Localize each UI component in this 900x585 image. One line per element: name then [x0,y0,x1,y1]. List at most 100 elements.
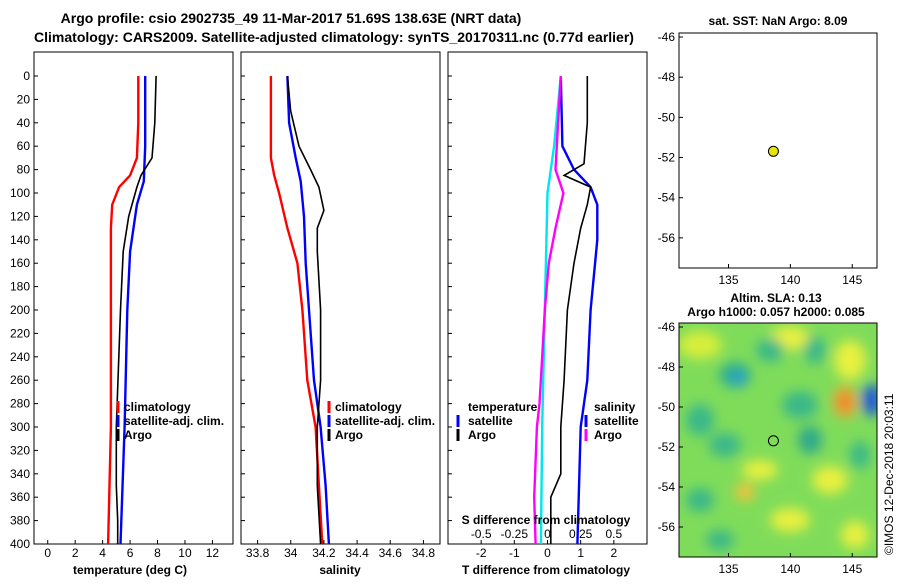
legend-t-argo-label: Argo [468,428,496,442]
x-tick-label: 8 [154,546,161,560]
x2-tick-label: 0.25 [569,527,593,541]
difference-x2label: S difference from climatology [462,513,631,527]
difference-panel-frame [447,51,648,545]
map-lat-label: -56 [658,520,676,534]
imos-watermark: ©IMOS 12-Dec-2018 20:03:11 [882,393,896,555]
legend-climatology-label: climatology [335,400,402,414]
depth-tick-label: 0 [23,69,30,83]
temperature-y-ticks: 0 20 40 60 80 100 120 140 160 180 200 220 240 260 280 3… [10,69,452,551]
map-lat-label: -46 [658,320,676,334]
x-tick-label: 34.4 [345,546,369,560]
map-lat-label: -52 [658,440,676,454]
sla-map-y-ticks: -46 -48 -50 -52 -54 -56 [658,320,683,534]
x2-tick-label: 0 [544,527,551,541]
depth-tick-label: 120 [10,209,30,223]
x-tick-label: 34.6 [379,546,403,560]
sla-map-frame [678,322,878,558]
legend-argo-label: Argo [124,428,152,442]
sla-map-title-line1: Altim. SLA: 0.13 [730,291,822,305]
map-lat-label: -52 [658,151,676,165]
sla-map-panel: Altim. SLA: 0.13 Argo h1000: 0.057 h2000… [658,291,878,576]
depth-tick-label: 200 [10,303,30,317]
sst-map-title: sat. SST: NaN Argo: 8.09 [709,14,848,28]
series-climatology-line [269,76,324,545]
salinity-x-ticks: 33.8 34 34.2 34.4 34.6 34.8 [246,540,435,560]
salinity-legend: climatology satellite-adj. clim. Argo [327,400,435,442]
depth-tick-label: 320 [10,443,30,457]
map-lat-label: -46 [658,30,676,44]
map-lon-label: 145 [842,562,862,576]
depth-tick-label: 280 [10,397,30,411]
depth-tick-label: 400 [10,537,30,551]
difference-x2-ticks: -0.5 -0.25 0 0.25 0.5 [471,527,623,541]
salinity-curves [269,75,331,545]
salinity-panel-frame [240,51,441,545]
depth-tick-label: 220 [10,326,30,340]
map-lat-label: -50 [658,400,676,414]
salinity-xlabel: salinity [319,563,361,577]
depth-tick-label: 180 [10,280,30,294]
difference-x-ticks: -2 -1 0 1 2 [476,540,617,560]
figure-title-line2: Climatology: CARS2009. Satellite-adjuste… [34,29,634,45]
x-tick-label: 0 [44,546,51,560]
series-s-satellite-line [539,75,562,545]
temperature-curves [106,75,157,545]
legend-s-satellite-label: satellite [594,414,639,428]
depth-tick-label: 20 [17,92,31,106]
x-tick-label: 33.8 [246,546,270,560]
difference-xlabel: T difference from climatology [462,563,630,577]
map-lon-label: 140 [780,562,800,576]
sst-map-y-ticks: -46 -48 -50 -52 -54 -56 [658,30,683,245]
x2-tick-label: -0.25 [501,527,529,541]
depth-tick-label: 240 [10,350,30,364]
legend-argo-label: Argo [335,428,363,442]
x-tick-label: 1 [577,546,584,560]
map-lon-label: 140 [780,273,800,287]
map-lon-label: 135 [718,562,738,576]
x-tick-label: 34.2 [312,546,336,560]
x-tick-label: 2 [72,546,79,560]
difference-salinity-legend: salinity satellite Argo [584,400,639,442]
depth-tick-label: 380 [10,514,30,528]
x-tick-label: 10 [178,546,192,560]
series-t-satellite-line [559,75,599,545]
difference-temperature-legend: temperature satellite Argo [456,400,538,442]
legend-climatology-label: climatology [124,400,191,414]
temperature-panel: 0204060801001201401601802002202402602803… [10,51,452,577]
map-lat-label: -56 [658,231,676,245]
x-tick-label: -1 [509,546,520,560]
map-lat-label: -50 [658,110,676,124]
depth-tick-label: 100 [10,186,30,200]
x-tick-label: 0 [544,546,551,560]
figure-title-line1: Argo profile: csio 2902735_49 11-Mar-201… [61,10,522,26]
depth-tick-label: 140 [10,233,30,247]
x-tick-label: -2 [476,546,487,560]
series-argo-line [115,75,157,544]
series-climatology-line [106,76,140,545]
depth-tick-label: 80 [17,163,31,177]
depth-tick-label: 340 [10,467,30,481]
depth-tick-label: 360 [10,490,30,504]
x-tick-label: 6 [127,546,134,560]
difference-panel: -2 -1 0 1 2 -0.5 -0.25 0 0.25 0.5 S difference f… [447,51,648,577]
x-tick-label: 4 [99,546,106,560]
sla-argo-position-marker [767,435,779,447]
depth-tick-label: 160 [10,256,30,270]
map-lat-label: -54 [658,480,676,494]
salinity-panel: 33.8 34 34.2 34.4 34.6 34.8 salinity climatol… [240,51,441,577]
series-s-argo-line [532,75,565,545]
sla-heatmap [679,323,877,557]
difference-curves [532,75,599,545]
temperature-x-ticks: 0 2 4 6 8 10 12 [44,540,219,560]
sst-map-panel: sat. SST: NaN Argo: 8.09 -46 -48 -50 -52 -54… [658,14,878,287]
map-lat-label: -48 [658,70,676,84]
series-argo-line [286,75,325,545]
legend-s-argo-label: Argo [594,428,622,442]
map-lon-label: 145 [842,273,862,287]
x2-tick-label: 0.5 [605,527,622,541]
map-lon-label: 135 [718,273,738,287]
legend-satellite-label: satellite-adj. clim. [335,414,435,428]
x-tick-label: 12 [206,546,220,560]
depth-tick-label: 60 [17,139,31,153]
